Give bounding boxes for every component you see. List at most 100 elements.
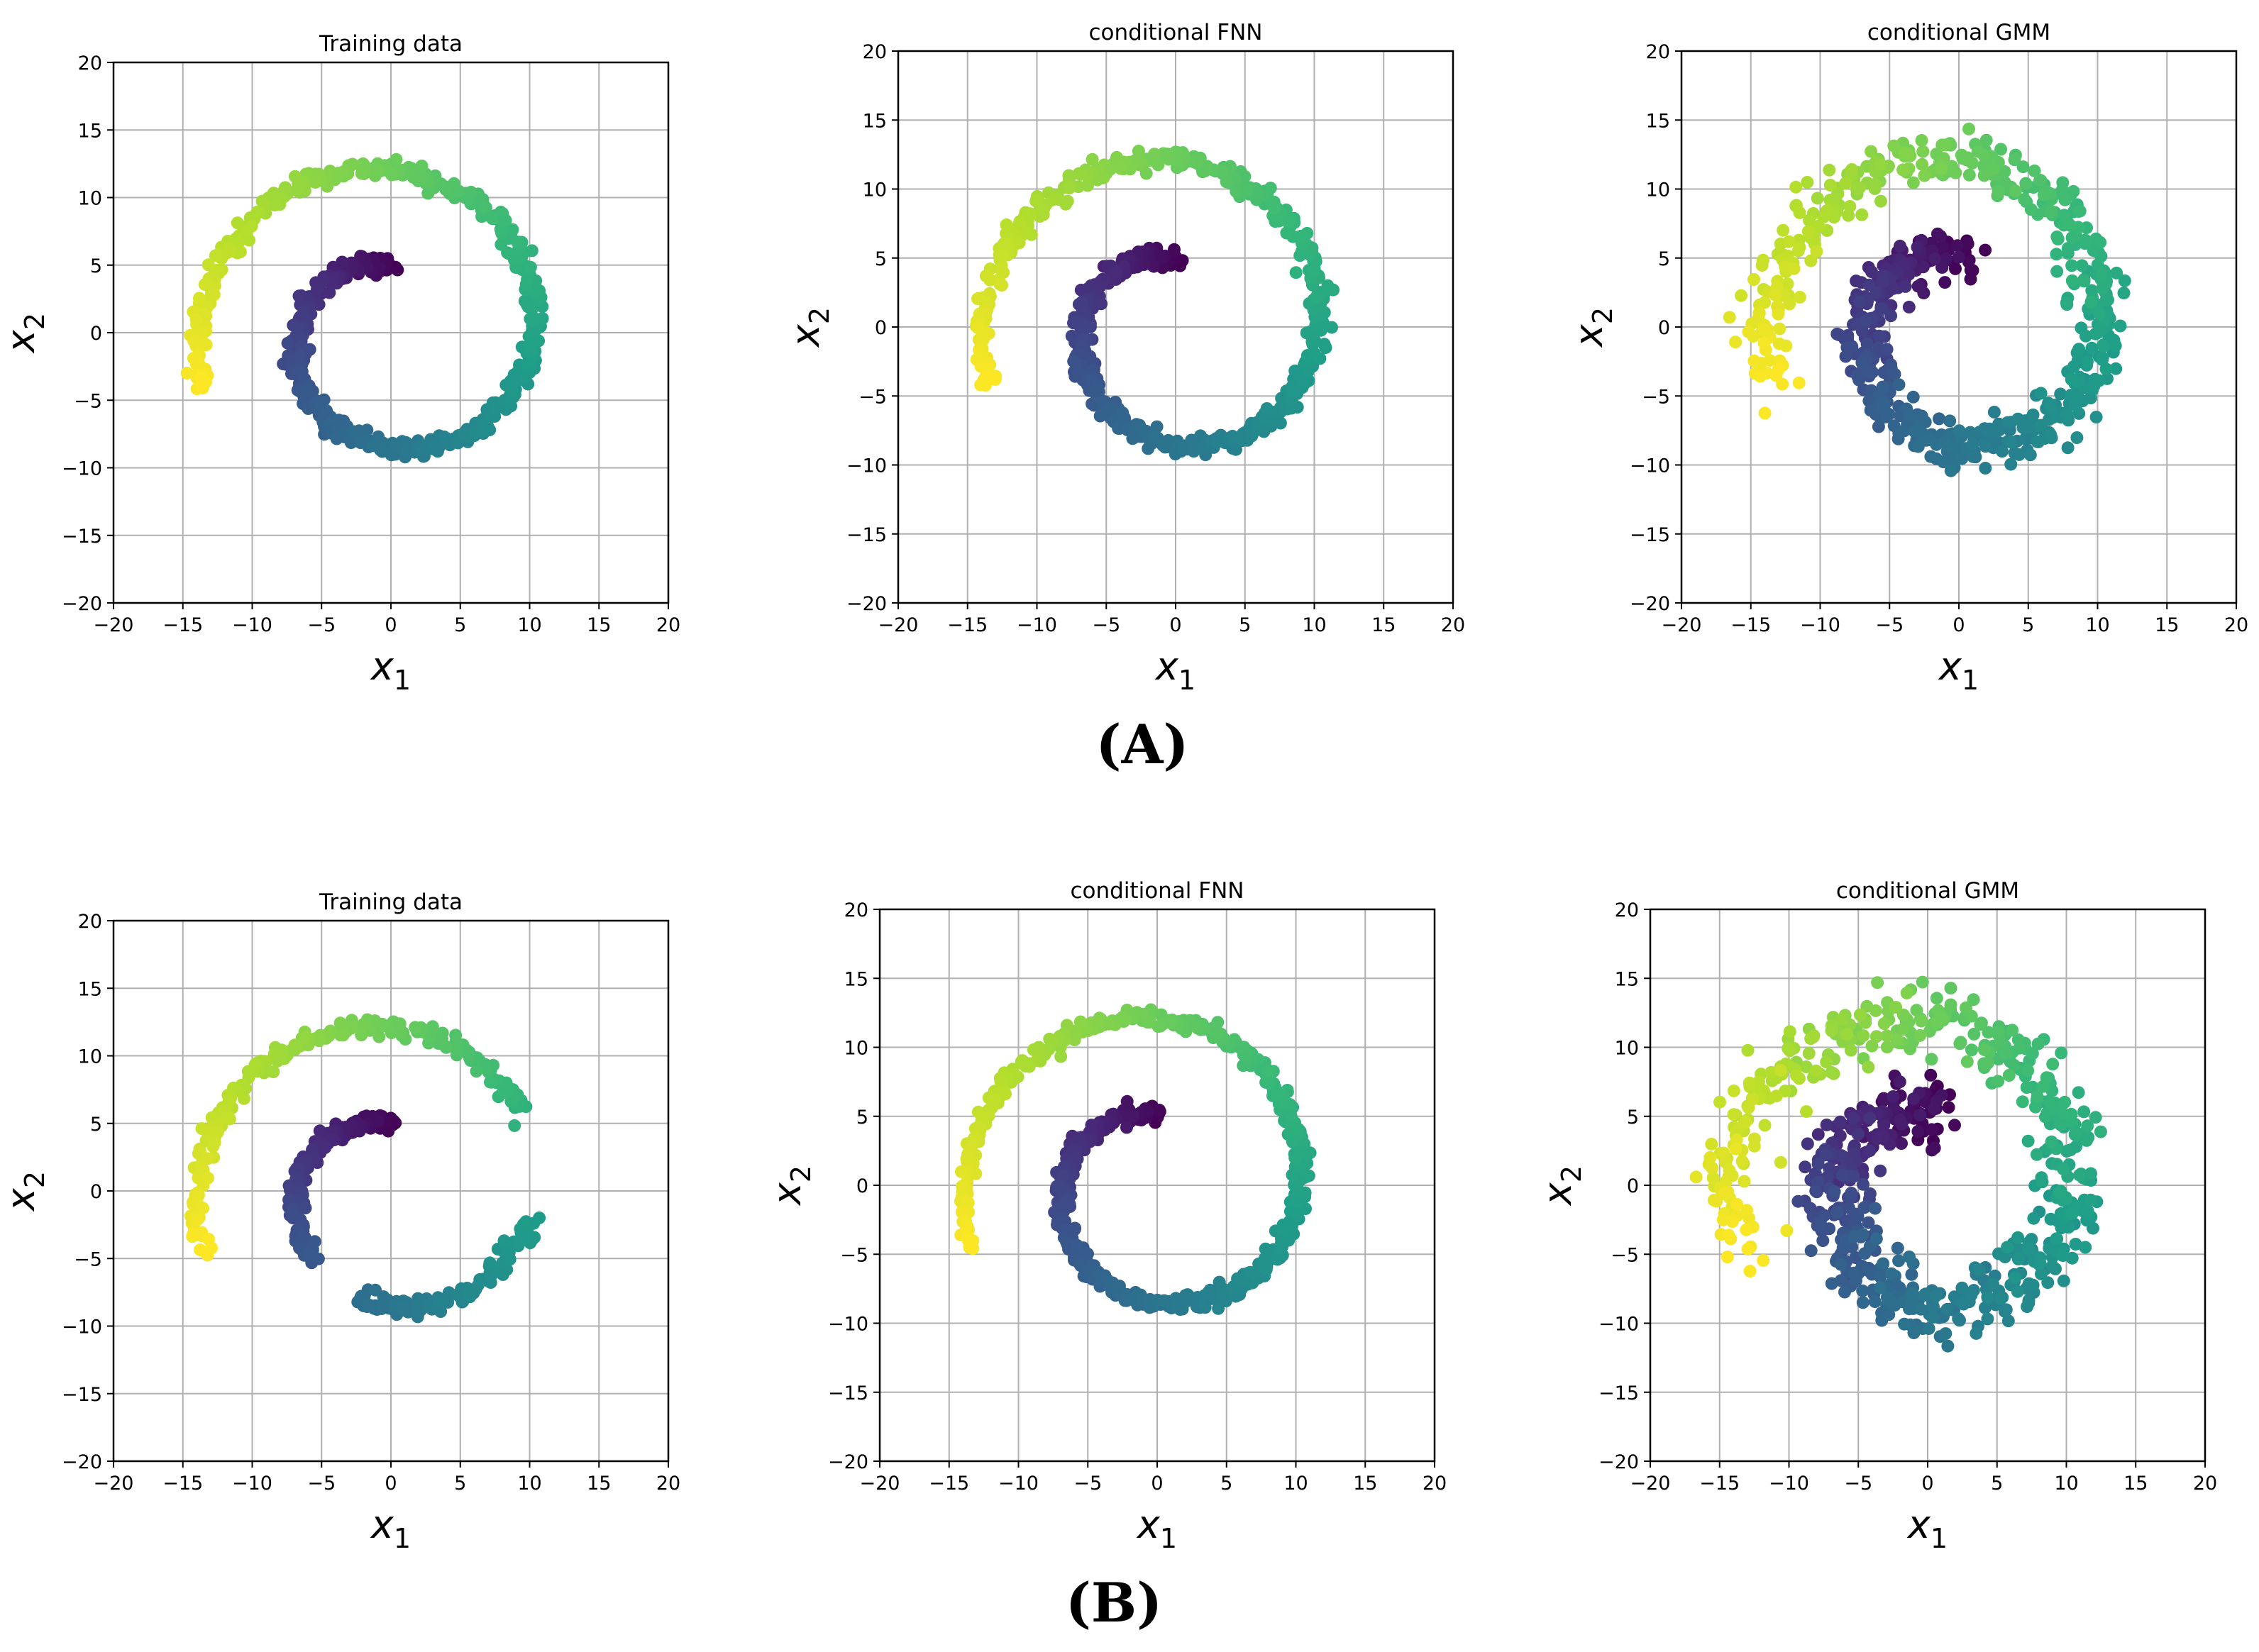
scatter-point — [1017, 1058, 1030, 1071]
y-tick-label: 0 — [90, 323, 102, 345]
chart-title: conditional FNN — [1088, 20, 1262, 45]
scatter-point — [1718, 1186, 1731, 1199]
scatter-point — [191, 1186, 204, 1199]
scatter-point — [2009, 184, 2022, 198]
scatter-point — [2026, 408, 2040, 421]
scatter-point — [1935, 240, 1949, 253]
scatter-point — [1876, 380, 1889, 394]
scatter-point — [2013, 448, 2026, 461]
scatter-point — [1943, 414, 1957, 428]
scatter-point — [193, 292, 206, 305]
scatter-point — [2053, 1186, 2066, 1199]
scatter-point — [196, 382, 209, 395]
scatter-point — [2068, 1128, 2082, 1141]
scatter-point — [1857, 1201, 1871, 1214]
x-tick-label: −20 — [1662, 614, 1702, 636]
scatter-point — [1187, 445, 1200, 458]
x-axis-label: x1 — [1938, 644, 1979, 696]
scatter-point — [2042, 1094, 2055, 1108]
scatter-point — [1987, 162, 2000, 176]
scatter-point — [2109, 362, 2123, 375]
scatter-point — [1747, 273, 1760, 286]
x-tick-label: −20 — [878, 614, 919, 636]
y-tick-label: 20 — [863, 41, 887, 63]
y-tick-label: −5 — [858, 386, 887, 408]
scatter-point — [2033, 174, 2047, 187]
scatter-point — [1120, 1121, 1133, 1134]
scatter-point — [1904, 409, 1917, 423]
scatter-point — [1876, 275, 1889, 289]
scatter-point — [2019, 177, 2033, 190]
y-tick-label: −5 — [1611, 1244, 1639, 1266]
scatter-point — [1747, 354, 1761, 367]
scatter-point — [180, 367, 194, 379]
x-tick-label: 10 — [2085, 614, 2109, 636]
x-tick-label: 15 — [2123, 1473, 2148, 1495]
scatter-point — [1840, 340, 1854, 354]
scatter-point — [1874, 1281, 1887, 1295]
x-axis-label: x1 — [370, 1502, 411, 1554]
scatter-point — [1263, 1064, 1276, 1077]
scatter-point — [309, 176, 322, 189]
scatter-point — [1915, 134, 1928, 147]
scatter-point — [2084, 1167, 2097, 1180]
scatter-point — [495, 224, 508, 238]
scatter-point — [2079, 329, 2092, 343]
scatter-point — [1132, 145, 1145, 157]
scatter-point — [1834, 1258, 1847, 1271]
chart-panel-2: −20 −15 −10 −5 0 5 10 15 20 −20 −15 −10 −5 0 5 10 15 20 co… — [783, 20, 1465, 696]
x-tick-label: −5 — [1073, 1473, 1102, 1495]
scatter-point — [2056, 1249, 2070, 1263]
scatter-point — [993, 277, 1007, 291]
scatter-point — [2099, 362, 2113, 376]
scatter-point — [2097, 340, 2111, 353]
scatter-point — [2081, 1119, 2094, 1133]
scatter-point — [1061, 194, 1074, 208]
scatter-point — [1823, 179, 1837, 192]
y-tick-label: 5 — [1658, 248, 1670, 270]
scatter-point — [528, 311, 541, 325]
x-tick-label: 20 — [656, 1473, 680, 1495]
x-tick-label: −15 — [1699, 1473, 1740, 1495]
x-tick-label: 5 — [2022, 614, 2034, 636]
x-tick-label: −15 — [162, 614, 203, 636]
scatter-point — [355, 167, 368, 180]
scatter-point — [988, 372, 1002, 386]
scatter-point — [1953, 1314, 1966, 1327]
scatter-point — [2096, 351, 2109, 365]
scatter-point — [224, 243, 238, 257]
scatter-point — [371, 1114, 385, 1128]
scatter-point — [1153, 1104, 1166, 1116]
scatter-point — [2114, 319, 2127, 333]
scatter-point — [2050, 1232, 2063, 1246]
scatter-point — [201, 1171, 214, 1185]
scatter-point — [1725, 1215, 1739, 1229]
scatter-point — [1869, 286, 1883, 299]
scatter-point — [1300, 326, 1313, 340]
y-tick-label: −10 — [1630, 455, 1670, 477]
scatter-point — [2065, 274, 2079, 287]
scatter-point — [1981, 1056, 1994, 1070]
scatter-point — [2067, 360, 2080, 373]
y-tick-label: −10 — [828, 1314, 868, 1336]
scatter-point — [1809, 1064, 1823, 1077]
scatter-point — [2008, 153, 2021, 167]
scatter-point — [1918, 1288, 1931, 1302]
scatter-point — [1899, 279, 1912, 293]
scatter-point — [1916, 975, 1929, 989]
scatter-point — [1973, 1263, 1986, 1277]
scatter-point — [1865, 145, 1878, 158]
y-tick-label: 20 — [844, 899, 868, 921]
scatter-point — [1787, 262, 1801, 275]
scatter-point — [511, 235, 524, 249]
scatter-point — [1793, 206, 1806, 219]
y-tick-label: 10 — [78, 188, 102, 210]
scatter-point — [1944, 464, 1957, 477]
scatter-point — [1999, 1047, 2012, 1060]
scatter-point — [267, 1047, 281, 1060]
scatter-point — [1769, 1090, 1783, 1103]
scatter-point — [2006, 1024, 2019, 1037]
x-tick-label: −5 — [1844, 1473, 1872, 1495]
x-tick-label: 20 — [1441, 614, 1465, 636]
